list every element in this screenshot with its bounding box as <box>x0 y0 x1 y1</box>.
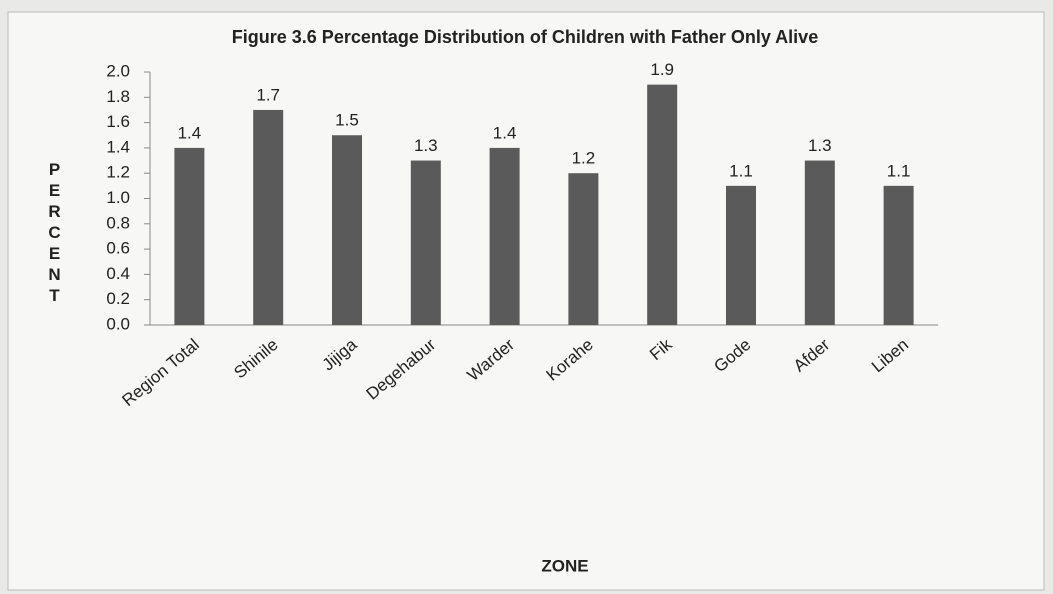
bar <box>489 147 520 325</box>
y-tick-label: 1.4 <box>106 137 130 156</box>
y-tick-label: 0.4 <box>106 264 130 283</box>
bar <box>568 173 599 325</box>
value-label: 1.3 <box>414 136 438 155</box>
value-label: 1.1 <box>729 161 753 180</box>
y-tick-label: 0.6 <box>106 239 130 258</box>
x-axis-title: ZONE <box>541 556 588 575</box>
y-tick-label: 0.8 <box>106 213 130 232</box>
y-tick-label: 2.0 <box>106 61 130 80</box>
bar <box>174 147 205 325</box>
chart-title: Figure 3.6 Percentage Distribution of Ch… <box>232 27 818 47</box>
y-axis-title: PERCENT <box>45 160 64 307</box>
value-label: 1.3 <box>808 136 832 155</box>
bar <box>647 84 678 326</box>
y-tick-label: 0.2 <box>106 289 130 308</box>
bar <box>410 160 441 325</box>
y-tick-label: 1.2 <box>106 163 130 182</box>
value-label: 1.7 <box>256 85 280 104</box>
value-label: 1.4 <box>493 123 517 142</box>
bar <box>726 185 756 325</box>
y-tick-label: 1.0 <box>106 188 130 207</box>
bar <box>253 109 284 325</box>
y-tick-label: 1.6 <box>106 112 130 131</box>
value-label: 1.2 <box>572 149 596 168</box>
bar <box>883 185 914 325</box>
bar <box>332 135 362 325</box>
value-label: 1.9 <box>650 60 674 79</box>
value-label: 1.5 <box>335 111 359 130</box>
y-tick-label: 0.0 <box>106 314 130 333</box>
value-label: 1.4 <box>178 123 202 142</box>
value-label: 1.1 <box>887 161 911 180</box>
y-tick-label: 1.8 <box>106 87 130 106</box>
bar <box>804 160 835 325</box>
